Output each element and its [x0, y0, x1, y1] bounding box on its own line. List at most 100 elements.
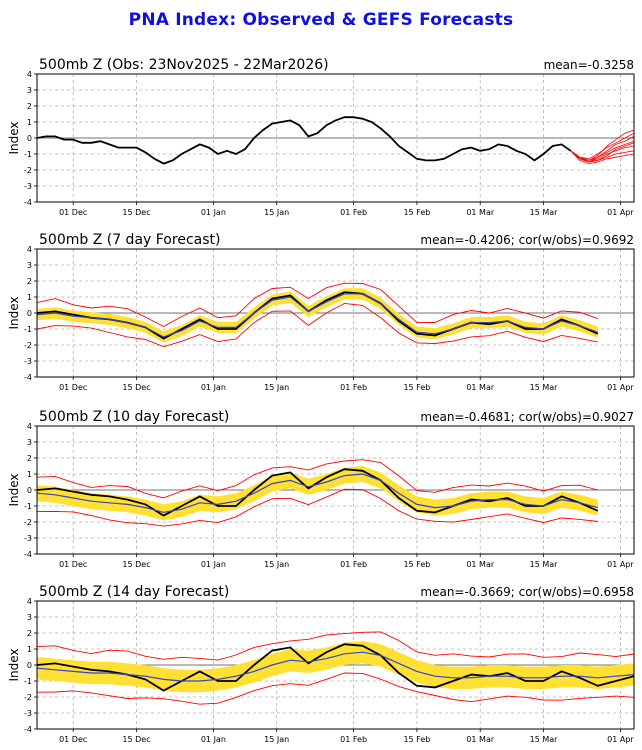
y-tick-label: -4: [24, 198, 32, 207]
x-tick-label: 01 Feb: [340, 208, 367, 217]
x-tick-label: 15 Mar: [530, 208, 559, 217]
x-tick-label: 15 Feb: [403, 208, 430, 217]
y-tick-label: -1: [24, 677, 32, 686]
y-tick-label: 2: [27, 629, 32, 638]
envelope-lower: [37, 488, 598, 527]
y-tick-label: 4: [27, 422, 32, 431]
x-tick-label: 15 Jan: [264, 208, 289, 217]
y-tick-label: -4: [24, 550, 32, 559]
spread-band: [37, 466, 598, 521]
y-tick-label: 3: [27, 261, 32, 270]
x-tick-label: 01 Apr: [607, 735, 634, 744]
x-tick-label: 01 Apr: [607, 208, 634, 217]
x-tick-label: 01 Dec: [59, 383, 87, 392]
panel-title: 500mb Z (14 day Forecast): [39, 584, 229, 600]
envelope-upper: [37, 282, 598, 328]
x-tick-label: 01 Feb: [340, 735, 367, 744]
envelope-lower: [37, 302, 598, 348]
y-tick-label: 0: [27, 486, 32, 495]
y-tick-label: 2: [27, 277, 32, 286]
x-tick-label: 15 Jan: [264, 735, 289, 744]
plot-area: [37, 631, 634, 705]
y-tick-label: -3: [24, 182, 32, 191]
panel-stat: mean=-0.3258: [544, 58, 634, 72]
x-tick-label: 15 Mar: [530, 560, 559, 569]
observed-line: [37, 116, 572, 165]
y-tick-label: 4: [27, 70, 32, 79]
panel-1: -4 -3 -2 -1 0 1 2 3 4 01 Dec 15 Dec 01 Jan 15 Jan 01 …: [7, 57, 635, 217]
x-tick-label: 15 Feb: [403, 560, 430, 569]
y-tick-label: 1: [27, 645, 32, 654]
x-tick-label: 15 Feb: [403, 383, 430, 392]
plot-area: [37, 282, 599, 348]
panel-2: -4 -3 -2 -1 0 1 2 3 4 01 Dec 15 Dec 01 Jan 15 Jan 01 …: [7, 232, 635, 392]
panel-stat: mean=-0.4206; cor(w/obs)=0.9692: [420, 233, 634, 247]
ensemble-mean-line: [37, 293, 599, 338]
forecast-member-line: [570, 142, 634, 163]
y-tick-label: 3: [27, 86, 32, 95]
observed-line: [37, 291, 599, 340]
y-tick-label: -3: [24, 709, 32, 718]
y-axis-label: Index: [7, 648, 21, 681]
y-tick-label: 3: [27, 613, 32, 622]
y-tick-label: 0: [27, 309, 32, 318]
x-tick-label: 15 Jan: [264, 383, 289, 392]
y-tick-label: 4: [27, 597, 32, 606]
y-axis-label: Index: [7, 296, 21, 329]
x-tick-label: 15 Jan: [264, 560, 289, 569]
y-tick-label: -1: [24, 150, 32, 159]
y-tick-label: 2: [27, 102, 32, 111]
y-tick-label: -1: [24, 502, 32, 511]
x-tick-label: 01 Jan: [201, 208, 226, 217]
x-tick-label: 01 Mar: [466, 208, 495, 217]
ensemble-mean-line: [37, 651, 634, 682]
panel-title: 500mb Z (7 day Forecast): [39, 232, 220, 248]
x-tick-label: 15 Mar: [530, 383, 559, 392]
x-tick-label: 01 Apr: [607, 383, 634, 392]
x-tick-label: 01 Jan: [201, 560, 226, 569]
x-tick-label: 01 Apr: [607, 560, 634, 569]
panel-title: 500mb Z (10 day Forecast): [39, 409, 229, 425]
x-tick-label: 01 Jan: [201, 735, 226, 744]
y-tick-label: 1: [27, 118, 32, 127]
figure-title: PNA Index: Observed & GEFS Forecasts: [128, 10, 514, 30]
panel-title: 500mb Z (Obs: 23Nov2025 - 22Mar2026): [39, 57, 329, 73]
x-tick-label: 15 Dec: [122, 560, 150, 569]
y-tick-label: 1: [27, 470, 32, 479]
y-tick-label: 2: [27, 454, 32, 463]
x-tick-label: 15 Dec: [122, 383, 150, 392]
observed-line: [37, 468, 599, 517]
y-tick-label: -2: [24, 518, 32, 527]
y-tick-label: 4: [27, 245, 32, 254]
y-tick-label: 0: [27, 661, 32, 670]
plot-area: [37, 116, 634, 165]
x-tick-label: 01 Mar: [466, 383, 495, 392]
panel-stat: mean=-0.3669; cor(w/obs)=0.6958: [420, 585, 634, 599]
x-tick-label: 15 Dec: [122, 735, 150, 744]
x-tick-label: 15 Feb: [403, 735, 430, 744]
y-tick-label: -1: [24, 325, 32, 334]
y-tick-label: 3: [27, 438, 32, 447]
y-tick-label: -2: [24, 693, 32, 702]
y-tick-label: -4: [24, 373, 32, 382]
observed-line: [37, 643, 634, 692]
y-tick-label: 0: [27, 134, 32, 143]
y-tick-label: -2: [24, 166, 32, 175]
x-tick-label: 15 Mar: [530, 735, 559, 744]
x-tick-label: 01 Dec: [59, 560, 87, 569]
y-tick-label: 1: [27, 293, 32, 302]
panel-stat: mean=-0.4681; cor(w/obs)=0.9027: [420, 410, 634, 424]
ensemble-mean-line: [37, 473, 598, 514]
y-axis-label: Index: [7, 473, 21, 506]
x-tick-label: 01 Mar: [466, 735, 495, 744]
y-axis-label: Index: [7, 121, 21, 154]
x-tick-label: 15 Dec: [122, 208, 150, 217]
panel-4: -4 -3 -2 -1 0 1 2 3 4 01 Dec 15 Dec 01 Jan 15 Jan 01 …: [7, 584, 635, 744]
plot-area: [37, 459, 599, 527]
envelope-upper: [37, 631, 634, 661]
envelope-lower: [37, 672, 634, 705]
envelope-upper: [37, 459, 598, 499]
y-tick-label: -3: [24, 357, 32, 366]
x-tick-label: 01 Dec: [59, 208, 87, 217]
